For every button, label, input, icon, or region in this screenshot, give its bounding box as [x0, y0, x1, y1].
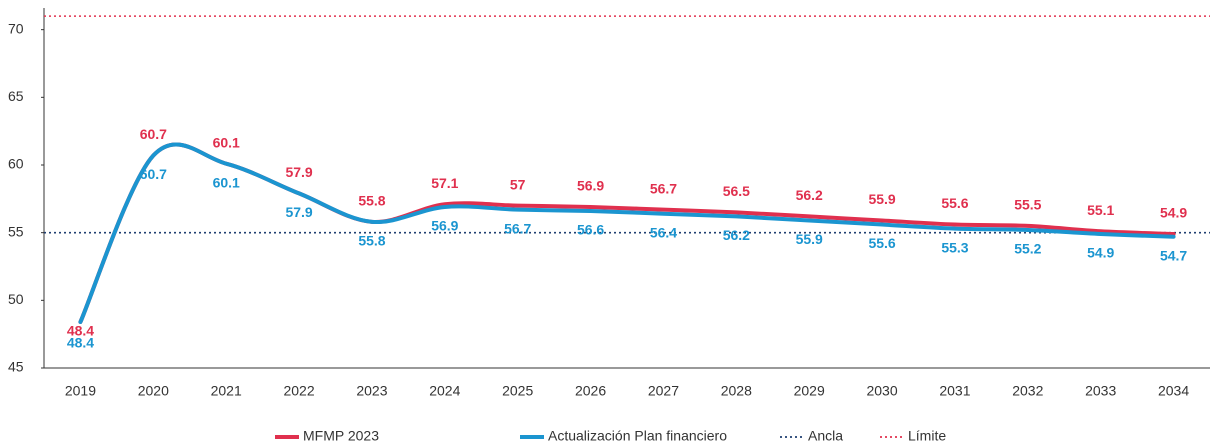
data-label: 56.2 [796, 187, 823, 203]
y-tick-label: 55 [8, 223, 24, 239]
data-label: 57.9 [285, 164, 312, 180]
y-tick-label: 60 [8, 156, 24, 172]
x-tick-label: 2024 [429, 383, 460, 399]
data-label: 55.8 [358, 233, 385, 249]
legend-label: Actualización Plan financiero [548, 428, 727, 444]
data-label: 60.1 [213, 174, 240, 190]
x-tick-label: 2027 [648, 383, 679, 399]
x-tick-label: 2025 [502, 383, 533, 399]
data-label: 48.4 [67, 323, 94, 339]
y-tick-label: 65 [8, 88, 24, 104]
data-label: 55.2 [1014, 241, 1041, 257]
x-tick-label: 2033 [1085, 383, 1116, 399]
x-tick-label: 2022 [283, 383, 314, 399]
x-tick-label: 2026 [575, 383, 606, 399]
data-label: 60.1 [213, 134, 240, 150]
data-label: 55.3 [941, 239, 968, 255]
y-tick-label: 45 [8, 359, 24, 375]
data-label: 54.7 [1160, 247, 1187, 263]
data-label: 57.1 [431, 175, 458, 191]
data-label: 55.8 [358, 193, 385, 209]
y-tick-label: 70 [8, 20, 24, 36]
data-label: 48.4 [67, 335, 94, 351]
data-label: 55.6 [868, 235, 895, 251]
x-tick-label: 2034 [1158, 383, 1189, 399]
data-label: 56.7 [504, 220, 531, 236]
x-tick-label: 2028 [721, 383, 752, 399]
data-label: 57 [510, 176, 526, 192]
x-tick-label: 2023 [356, 383, 387, 399]
data-label: 56.6 [577, 222, 604, 238]
data-label: 55.1 [1087, 202, 1114, 218]
data-label: 60.7 [140, 126, 167, 142]
x-tick-label: 2020 [138, 383, 169, 399]
data-label: 55.9 [796, 231, 823, 247]
legend-label: Límite [908, 428, 946, 444]
data-label: 54.9 [1160, 205, 1187, 221]
data-label: 56.7 [650, 180, 677, 196]
data-label: 57.9 [285, 204, 312, 220]
x-tick-label: 2032 [1012, 383, 1043, 399]
data-label: 56.5 [723, 183, 750, 199]
x-tick-label: 2029 [794, 383, 825, 399]
x-tick-label: 2031 [939, 383, 970, 399]
x-tick-label: 2019 [65, 383, 96, 399]
data-label: 55.6 [941, 195, 968, 211]
data-label: 56.9 [577, 178, 604, 194]
data-label: 60.7 [140, 166, 167, 182]
data-label: 56.9 [431, 218, 458, 234]
data-label: 55.5 [1014, 197, 1041, 213]
legend-label: Ancla [808, 428, 843, 444]
y-tick-label: 50 [8, 291, 24, 307]
data-label: 54.9 [1087, 245, 1114, 261]
data-label: 56.4 [650, 224, 677, 240]
data-label: 56.2 [723, 227, 750, 243]
x-tick-label: 2021 [211, 383, 242, 399]
series-line [78, 142, 1176, 324]
data-label: 55.9 [868, 191, 895, 207]
legend-label: MFMP 2023 [303, 428, 379, 444]
x-tick-label: 2030 [866, 383, 897, 399]
